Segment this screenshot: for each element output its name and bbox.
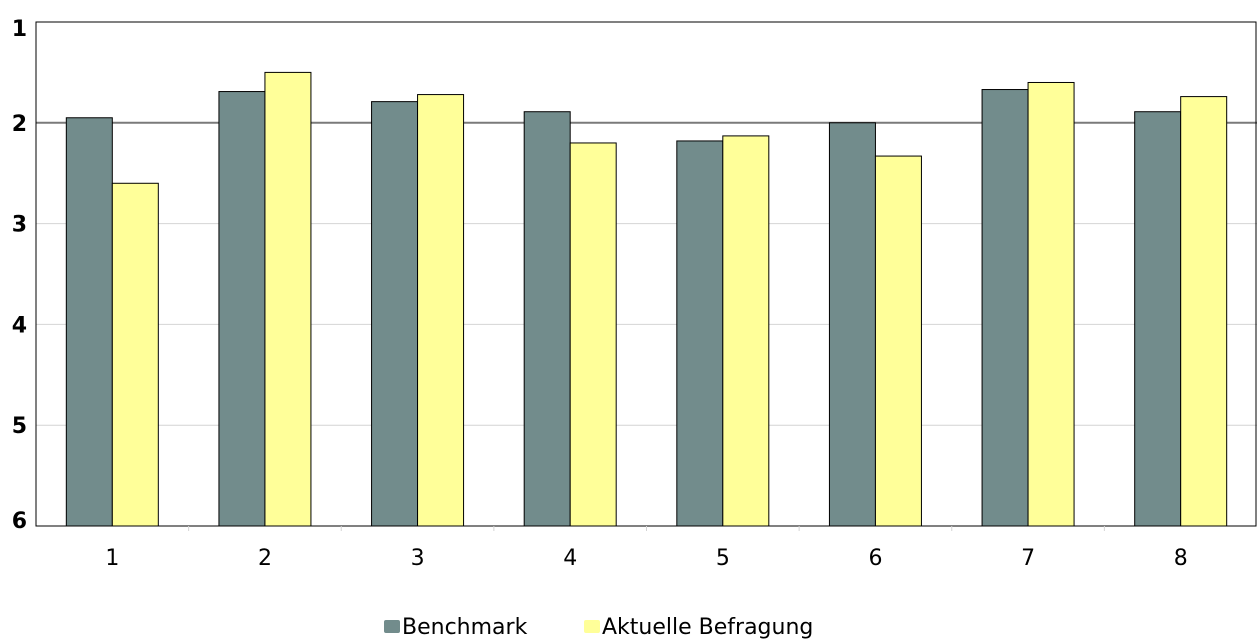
legend-label-benchmark: Benchmark xyxy=(402,615,528,639)
bar-aktuelle-befragung-5 xyxy=(722,135,770,527)
bar-benchmark-1 xyxy=(65,117,113,527)
x-tick-label: 2 xyxy=(258,546,272,571)
bar-benchmark-4 xyxy=(523,111,571,527)
y-tick-label: 2 xyxy=(12,112,27,137)
x-tick-label: 8 xyxy=(1174,546,1188,571)
x-tick-label: 7 xyxy=(1021,546,1035,571)
bar-aktuelle-befragung-3 xyxy=(417,94,465,527)
legend-swatch-benchmark xyxy=(384,620,400,633)
y-tick-label: 5 xyxy=(12,414,27,439)
x-tick-label: 6 xyxy=(868,546,882,571)
bar-benchmark-6 xyxy=(828,122,876,527)
bar-benchmark-5 xyxy=(676,140,724,527)
bar-aktuelle-befragung-8 xyxy=(1180,96,1228,527)
bar-benchmark-8 xyxy=(1134,111,1182,527)
bar-benchmark-2 xyxy=(218,91,266,527)
bar-benchmark-3 xyxy=(371,101,419,527)
legend-label-aktuelle-befragung: Aktuelle Befragung xyxy=(602,615,813,639)
bar-aktuelle-befragung-6 xyxy=(874,155,922,527)
legend-swatch-aktuelle-befragung xyxy=(584,620,600,633)
x-tick-label: 3 xyxy=(411,546,425,571)
bars xyxy=(65,71,1228,527)
x-tick-label: 1 xyxy=(105,546,119,571)
y-tick-label: 1 xyxy=(12,17,27,42)
bar-aktuelle-befragung-1 xyxy=(111,182,159,527)
y-tick-label: 3 xyxy=(12,213,27,238)
x-tick-label: 5 xyxy=(716,546,730,571)
bar-benchmark-7 xyxy=(981,89,1029,527)
y-tick-label: 4 xyxy=(12,313,27,338)
legend: Benchmark Aktuelle Befragung xyxy=(384,615,813,639)
x-tick-label: 4 xyxy=(563,546,577,571)
x-tick-labels: 1 2 3 4 5 6 7 8 xyxy=(105,546,1187,571)
bar-aktuelle-befragung-4 xyxy=(569,142,617,527)
axes xyxy=(35,21,1257,531)
y-tick-label: 6 xyxy=(12,509,27,534)
bar-aktuelle-befragung-7 xyxy=(1027,81,1075,527)
bar-aktuelle-befragung-2 xyxy=(264,71,312,527)
y-tick-labels: 1 2 3 4 5 6 xyxy=(12,17,27,534)
